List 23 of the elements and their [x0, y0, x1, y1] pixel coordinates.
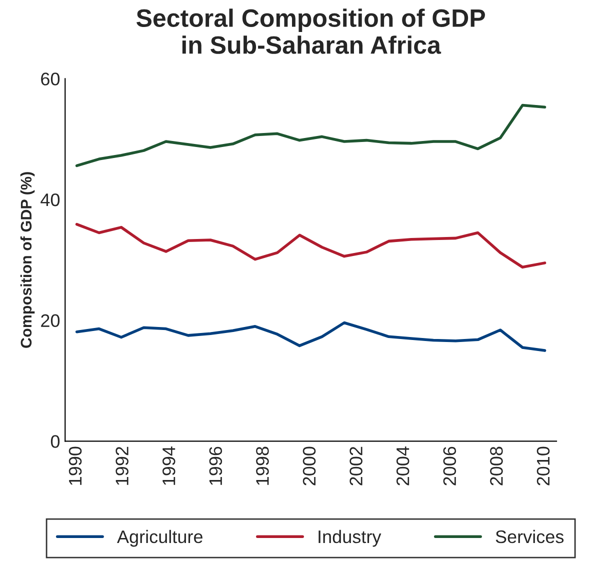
y-axis-title: Composition of GDP (%)	[20, 172, 35, 348]
y-tick-label: 0	[50, 435, 60, 448]
line-series	[75, 104, 546, 168]
legend-label: Industry	[318, 530, 382, 547]
x-tick-label: 2000	[302, 446, 316, 486]
y-tick-label: 20	[41, 314, 60, 328]
x-tick-label: 2006	[443, 446, 456, 486]
chart-title: Sectoral Composition of GDP in Sub-Saharan Africa	[136, 8, 485, 54]
x-tick-label: 2004	[396, 446, 410, 486]
x-tick-label: 2002	[350, 446, 362, 486]
x-tick-label: 1994	[162, 446, 176, 485]
x-tick-label: 2008	[490, 446, 503, 486]
y-tick-label: 40	[40, 193, 60, 206]
x-tick-label: 1996	[209, 446, 222, 485]
legend-label: Services	[496, 530, 564, 544]
x-tick-label: 1992	[116, 446, 128, 485]
legend-label: Agriculture	[117, 530, 202, 547]
x-tick-label: 1998	[256, 446, 269, 485]
line-series	[75, 222, 546, 269]
line-series	[75, 321, 546, 352]
y-tick-label: 60	[41, 72, 60, 86]
x-tick-label: 2010	[536, 446, 550, 486]
x-tick-label: 1990	[68, 446, 82, 485]
